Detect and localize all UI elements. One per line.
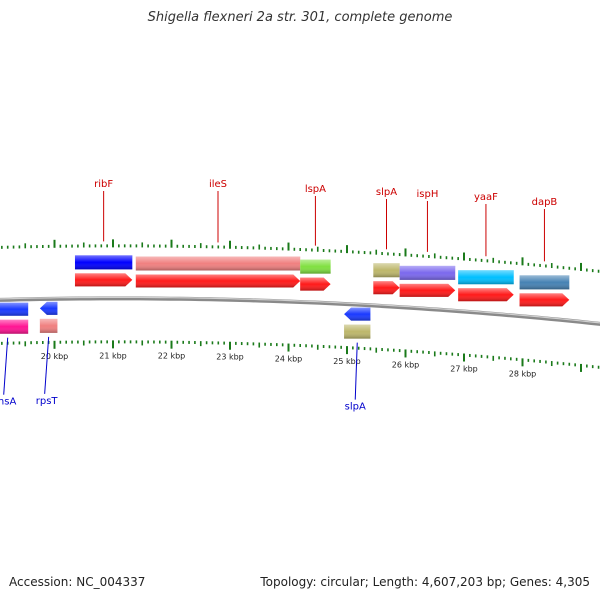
gene-label-leader bbox=[44, 336, 50, 394]
cds-arrow-rev-insa-shade bbox=[0, 302, 29, 316]
genome-backbone bbox=[0, 296, 600, 326]
gene-label-leader bbox=[3, 337, 9, 395]
gene-bar-lspa-shade bbox=[300, 259, 331, 274]
gene-label-rev-rpst: rpsT bbox=[36, 396, 59, 407]
gene-bar-rev-slpa-shade bbox=[344, 324, 371, 339]
cds-arrow-rev-rpst-shade bbox=[39, 301, 58, 315]
scale-label-21: 21 kbp bbox=[99, 351, 127, 360]
map-title: Shigella flexneri 2a str. 301, complete … bbox=[147, 10, 453, 25]
gene-ribf: ribF bbox=[74, 179, 133, 287]
gene-bar-iles-shade bbox=[135, 256, 301, 271]
cds-arrow-yaaf-shade bbox=[458, 288, 514, 302]
gene-label-slpa: slpA bbox=[376, 187, 397, 198]
gene-bar-yaaf-shade bbox=[458, 270, 514, 285]
gene-label-ribf: ribF bbox=[94, 179, 113, 190]
scale-label-20: 20 kbp bbox=[41, 352, 69, 361]
gene-yaaf: yaaF bbox=[458, 192, 514, 302]
cds-arrow-iles-shade bbox=[135, 274, 301, 288]
gene-isph: ispH bbox=[399, 189, 456, 297]
gene-rev-insa: insA bbox=[0, 302, 29, 408]
scale-label-25: 25 kbp bbox=[333, 357, 361, 366]
cds-arrow-isph-shade bbox=[399, 283, 456, 297]
gene-label-isph: ispH bbox=[417, 189, 439, 200]
inner-scale-ticks bbox=[1, 340, 600, 372]
gene-bar-rev-rpst-shade bbox=[39, 318, 58, 333]
gene-rev-slpa: slpA bbox=[344, 307, 371, 413]
scale-label-23: 23 kbp bbox=[216, 353, 244, 362]
scale-labels: 20 kbp 21 kbp 22 kbp 23 kbp 24 kbp 25 kbp 26 k… bbox=[41, 351, 537, 378]
gene-lspa: lspA bbox=[300, 184, 331, 291]
gene-bar-slpa-shade bbox=[373, 263, 400, 278]
scale-label-24: 24 kbp bbox=[275, 355, 303, 364]
gene-label-dapb: dapB bbox=[532, 197, 558, 208]
scale-label-28: 28 kbp bbox=[509, 369, 537, 378]
gene-rev-rpst: rpsT bbox=[36, 301, 59, 407]
scale-label-26: 26 kbp bbox=[392, 360, 420, 369]
gene-label-lspa: lspA bbox=[305, 184, 326, 195]
genome-backbone-highlight bbox=[0, 296, 600, 324]
cds-arrow-rev-slpa-shade bbox=[344, 307, 371, 321]
genome-summary: Topology: circular; Length: 4,607,203 bp… bbox=[260, 575, 590, 589]
reverse-genes: insA rpsT slpA bbox=[0, 301, 371, 413]
cds-arrow-ribf-shade bbox=[74, 273, 133, 287]
gene-dapb: dapB bbox=[519, 197, 570, 307]
outer-scale-ticks bbox=[1, 239, 600, 273]
scale-label-22: 22 kbp bbox=[158, 352, 186, 361]
gene-bar-ribf-shade bbox=[74, 255, 133, 270]
gene-slpa: slpA bbox=[373, 187, 400, 295]
gene-label-rev-insa: insA bbox=[0, 397, 16, 408]
cds-arrow-slpa-shade bbox=[373, 281, 400, 295]
scale-label-27: 27 kbp bbox=[450, 365, 478, 374]
gene-label-iles: ileS bbox=[209, 179, 227, 190]
cds-arrow-lspa-shade bbox=[300, 277, 331, 291]
gene-bar-isph-shade bbox=[399, 265, 456, 280]
gene-bar-rev-insa-shade bbox=[0, 319, 29, 334]
gene-bar-dapb-shade bbox=[519, 275, 570, 290]
gene-iles: ileS bbox=[135, 179, 301, 288]
gene-label-yaaf: yaaF bbox=[474, 192, 498, 203]
gene-label-rev-slpa: slpA bbox=[345, 402, 366, 413]
forward-genes: ribF ileS lspA slpA ispH yaaF dapB bbox=[74, 179, 570, 307]
accession-label: Accession: NC_004337 bbox=[9, 575, 146, 589]
cds-arrow-dapb-shade bbox=[519, 293, 570, 307]
gene-label-leader bbox=[354, 342, 358, 400]
